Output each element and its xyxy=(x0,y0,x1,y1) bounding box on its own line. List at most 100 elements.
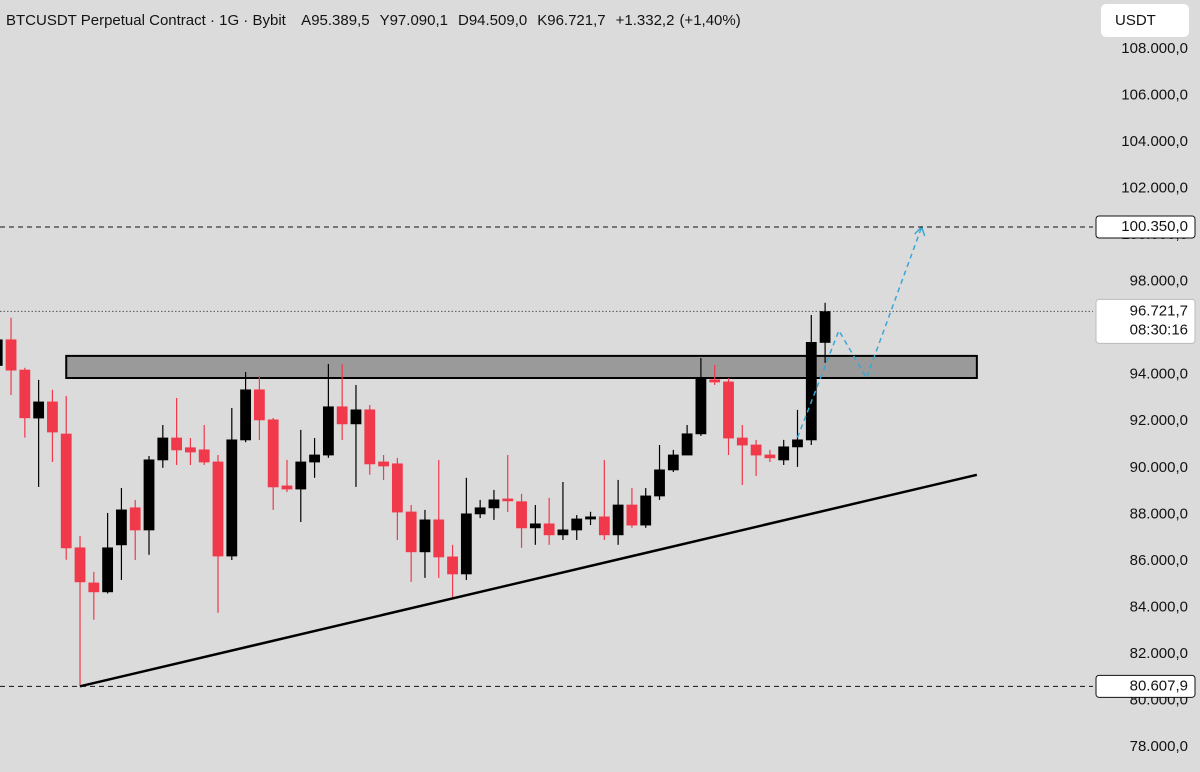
ohlc-value: 95.389,5 xyxy=(311,12,369,29)
ohlc-key: K xyxy=(537,12,547,29)
projection-path xyxy=(796,226,923,438)
candle-body xyxy=(5,339,17,371)
ohlc-key: D xyxy=(458,12,469,29)
candle-body xyxy=(681,433,693,456)
candle-body xyxy=(502,498,514,502)
candle-body xyxy=(805,342,817,441)
candle-body xyxy=(240,389,251,441)
candle-body xyxy=(543,523,555,536)
price-badge-label: 96.721,7 xyxy=(1130,302,1188,319)
ohlc-key: Y xyxy=(380,12,390,29)
candle-body xyxy=(0,339,3,366)
candle-body xyxy=(226,439,238,557)
candle-body xyxy=(460,513,472,575)
ohlc-value: 96.721,7 xyxy=(547,12,605,29)
candle-body xyxy=(516,501,527,529)
header: BTCUSDT Perpetual Contract · 1G · Bybit … xyxy=(6,12,741,29)
y-tick-label: 94.000,0 xyxy=(1130,366,1188,383)
candle-body xyxy=(143,459,155,531)
candle-body xyxy=(667,454,679,471)
price-badge-label: 100.350,0 xyxy=(1121,218,1188,235)
candle-body xyxy=(60,433,72,549)
candle-body xyxy=(695,377,707,435)
price-axis: 78.000,080.000,082.000,084.000,086.000,0… xyxy=(1095,40,1196,755)
candle-body xyxy=(612,504,624,536)
candle-body xyxy=(267,419,279,488)
ohlc-value: 94.509,0 xyxy=(469,12,527,29)
candle-body xyxy=(598,516,610,536)
candle-body xyxy=(571,518,583,531)
candle-body xyxy=(74,547,86,583)
candle-body xyxy=(419,519,431,553)
candle-body xyxy=(764,454,776,459)
currency-button[interactable]: USDT xyxy=(1101,4,1189,37)
candle-body xyxy=(33,401,45,419)
ohlc-value: 97.090,1 xyxy=(390,12,448,29)
candle-body xyxy=(447,556,458,575)
candle-body xyxy=(309,454,320,463)
y-tick-label: 84.000,0 xyxy=(1130,598,1188,615)
candle-body xyxy=(322,406,334,456)
price-badge xyxy=(1095,674,1196,698)
change-value: (+1,40%) xyxy=(679,12,740,29)
y-tick-label: 102.000,0 xyxy=(1121,180,1188,197)
candle-body xyxy=(364,409,376,465)
candle-body xyxy=(185,447,196,453)
candle-body xyxy=(102,547,114,593)
candle-body xyxy=(88,582,100,593)
y-tick-label: 78.000,0 xyxy=(1130,738,1188,755)
currency-button-bg xyxy=(1101,4,1189,37)
price-badge xyxy=(1095,215,1196,239)
candle-body xyxy=(433,519,445,558)
candle-body xyxy=(350,409,362,425)
candle-body xyxy=(557,529,569,536)
candle-body xyxy=(819,311,831,343)
candle-body xyxy=(405,511,417,553)
price-badge-label: 80.607,9 xyxy=(1130,677,1188,694)
currency-label[interactable]: USDT xyxy=(1115,12,1156,29)
candle-body xyxy=(295,461,307,490)
candle-body xyxy=(626,504,638,526)
candle-body xyxy=(253,389,265,421)
y-tick-label: 92.000,0 xyxy=(1130,412,1188,429)
candle-body xyxy=(19,369,31,419)
candle-body xyxy=(474,507,486,515)
candle-body xyxy=(378,461,389,467)
candle-body xyxy=(750,444,762,456)
y-tick-label: 86.000,0 xyxy=(1130,552,1188,569)
candle-body xyxy=(47,401,58,433)
candle-body xyxy=(129,507,141,531)
resistance-zone xyxy=(65,354,978,379)
y-tick-label: 82.000,0 xyxy=(1130,645,1188,662)
candle-body xyxy=(529,523,541,529)
candle-body xyxy=(116,509,127,546)
change-value: +1.332,2 xyxy=(616,12,675,29)
y-tick-label: 104.000,0 xyxy=(1121,133,1188,150)
y-tick-label: 108.000,0 xyxy=(1121,40,1188,57)
candle-body xyxy=(336,406,348,425)
candle-body xyxy=(585,516,596,520)
candle-body xyxy=(723,381,734,439)
countdown-label: 08:30:16 xyxy=(1130,321,1188,338)
candle-body xyxy=(736,437,748,446)
candle-body xyxy=(391,463,403,513)
candle-body xyxy=(488,499,500,509)
symbol-title: BTCUSDT Perpetual Contract · 1G · Bybit xyxy=(6,12,287,29)
ohlc-key: A xyxy=(301,12,311,29)
candle-body xyxy=(281,485,293,490)
candle-body xyxy=(654,469,665,497)
y-tick-label: 106.000,0 xyxy=(1121,87,1188,104)
candle-body xyxy=(157,437,169,461)
candle-body xyxy=(709,379,721,383)
y-tick-label: 98.000,0 xyxy=(1130,273,1188,290)
candle-body xyxy=(792,439,803,448)
y-tick-label: 90.000,0 xyxy=(1130,459,1188,476)
y-tick-label: 88.000,0 xyxy=(1130,505,1188,522)
candle-body xyxy=(778,446,790,461)
candle-body xyxy=(198,449,210,463)
candle-body xyxy=(212,461,224,557)
plot-area xyxy=(0,225,1093,688)
